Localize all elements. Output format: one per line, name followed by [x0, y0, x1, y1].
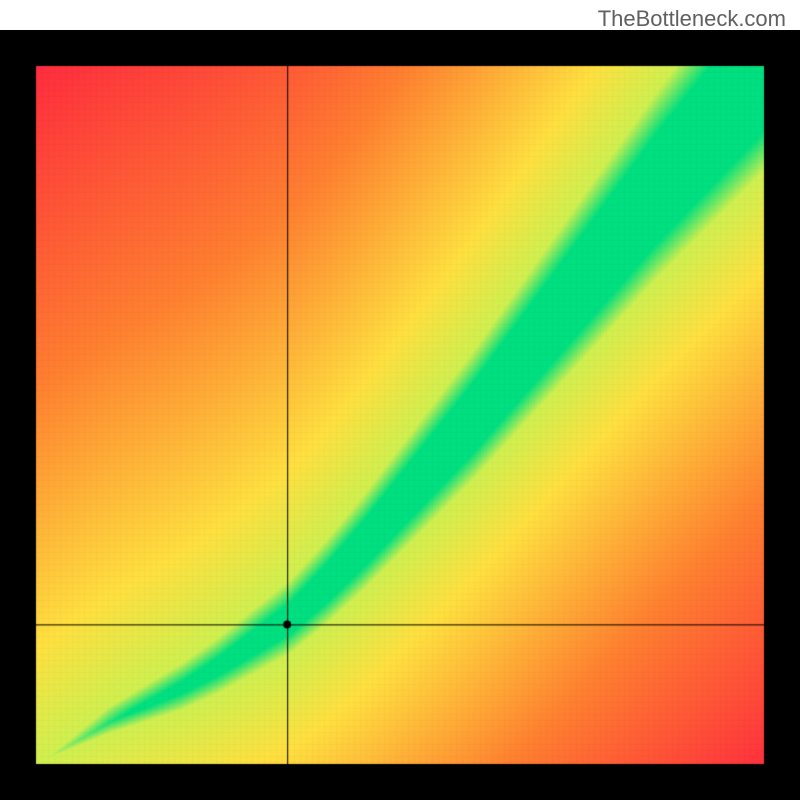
watermark-text: TheBottleneck.com	[598, 6, 786, 32]
heatmap-plot	[0, 30, 800, 800]
chart-container: TheBottleneck.com	[0, 0, 800, 800]
